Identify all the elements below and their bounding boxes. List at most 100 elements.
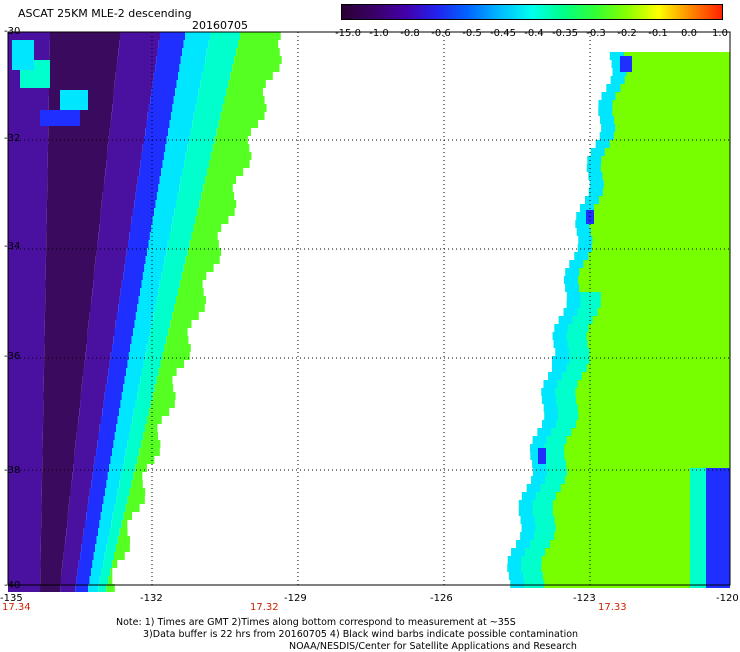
swath-cell	[98, 432, 115, 440]
swath-cell	[154, 384, 174, 392]
swath-cell	[74, 448, 97, 456]
note-line-2: 3)Data buffer is 22 hrs from 20160705 4)…	[143, 629, 579, 640]
swath-cell	[199, 200, 237, 208]
swath-cell	[104, 392, 122, 400]
swath-cell	[84, 520, 100, 528]
swath-cell	[609, 52, 730, 60]
swath-cell	[8, 248, 47, 256]
swath-cell	[174, 304, 205, 312]
swath-cell	[520, 516, 730, 524]
swath-cell	[568, 324, 589, 332]
swath-cell	[8, 584, 41, 592]
color-scale-tick: -0.3	[586, 28, 606, 39]
swath-cell	[526, 484, 730, 492]
swath-cell	[41, 528, 67, 536]
swath-cell	[43, 384, 82, 392]
swath-cell	[8, 256, 46, 264]
swath-cell	[112, 560, 118, 568]
swath-cell	[530, 452, 730, 460]
swath-cell	[73, 456, 95, 464]
swath-cell	[577, 244, 592, 252]
swath-cell	[114, 80, 153, 88]
swath-cell	[141, 440, 161, 448]
swath-cell	[576, 212, 591, 220]
swath-cell	[540, 484, 561, 492]
swath-cell	[125, 256, 146, 264]
swath-cell	[123, 272, 143, 280]
swath-cell	[510, 580, 525, 588]
swath-cell	[40, 552, 64, 560]
swath-cell	[45, 264, 95, 272]
swath-cell	[8, 544, 41, 552]
swath-cell	[8, 488, 42, 496]
swath-cell	[524, 580, 545, 588]
swath-cell	[100, 416, 118, 424]
swath-cell	[129, 232, 150, 240]
swath-cell	[706, 540, 730, 548]
swath-cell	[103, 560, 113, 568]
swath-cell	[103, 496, 117, 504]
swath-cell	[566, 292, 581, 300]
swath-cell	[578, 236, 730, 244]
swath-cell	[170, 112, 194, 120]
swath-cell	[610, 76, 730, 84]
swath-cell	[133, 472, 143, 480]
swath-cell	[47, 192, 103, 200]
swath-cell	[153, 312, 173, 320]
swath-cell	[134, 320, 152, 328]
swath-cell	[240, 32, 281, 40]
swath-cell	[117, 56, 157, 64]
swath-cell	[145, 128, 169, 136]
swath-cell	[587, 156, 602, 164]
note-line-1: Note: 1) Times are GMT 2)Times along bot…	[116, 617, 516, 628]
swath-cell	[132, 416, 147, 424]
swath-cell	[600, 116, 730, 124]
color-scale-tick: -0.5	[462, 28, 482, 39]
swath-cell	[521, 524, 536, 532]
swath-cell	[63, 552, 81, 560]
swath-cell	[8, 376, 44, 384]
lon-label-120: -120	[716, 593, 739, 604]
swath-cell	[578, 236, 593, 244]
swath-cell	[122, 464, 136, 472]
swath-cell	[104, 552, 114, 560]
swath-cell	[140, 288, 159, 296]
swath-cell	[40, 576, 61, 584]
swath-cell	[212, 144, 250, 152]
swath-cell	[182, 48, 207, 56]
swath-cell	[104, 176, 138, 184]
swath-cell	[156, 56, 181, 64]
color-scale-tick: 0.0	[681, 28, 697, 39]
swath-cell	[42, 440, 76, 448]
swath-cell	[232, 64, 280, 72]
swath-cell	[176, 80, 201, 88]
swath-cell	[173, 96, 198, 104]
swath-cell	[93, 272, 124, 280]
swath-cell	[145, 352, 163, 360]
swath-cell	[85, 352, 111, 360]
swath-cell	[585, 196, 730, 204]
swath-patch	[12, 40, 34, 70]
swath-cell	[544, 444, 565, 452]
swath-cell	[8, 232, 47, 240]
swath-cell	[47, 176, 105, 184]
swath-cell	[598, 100, 730, 108]
swath-cell	[8, 288, 46, 296]
swath-cell	[208, 160, 250, 168]
swath-cell	[44, 312, 90, 320]
swath-cell	[141, 368, 159, 376]
swath-cell	[131, 480, 143, 488]
swath-cell	[522, 572, 543, 580]
swath-cell	[135, 400, 151, 408]
swath-cell	[8, 112, 49, 120]
swath-cell	[8, 560, 41, 568]
swath-cell	[565, 284, 730, 292]
swath-cell	[543, 380, 558, 388]
swath-cell	[200, 80, 229, 88]
swath-cell	[521, 524, 730, 532]
swath-cell	[706, 524, 730, 532]
swath-cell	[177, 72, 202, 80]
swath-cell	[580, 204, 730, 212]
swath-cell	[530, 444, 730, 452]
swath-cell	[119, 480, 132, 488]
